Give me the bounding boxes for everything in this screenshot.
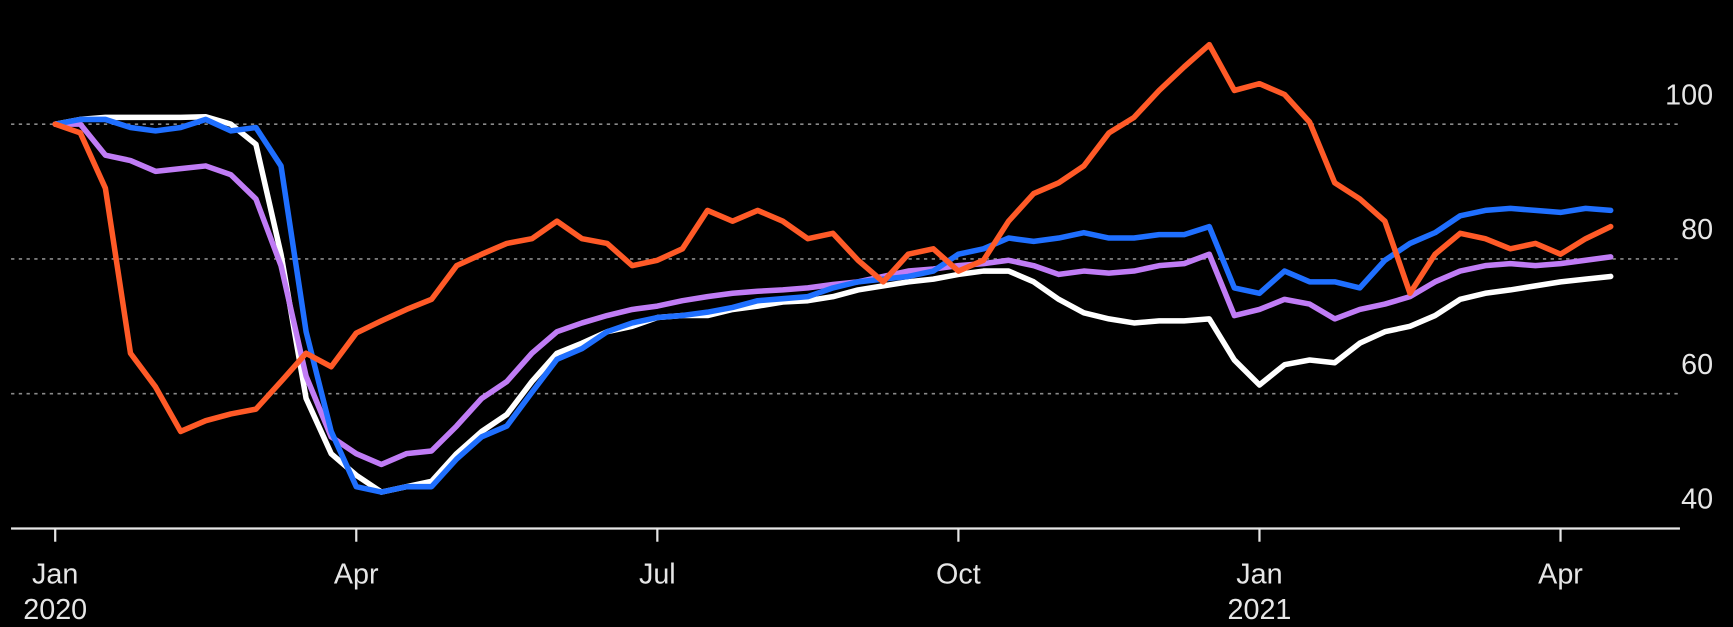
x-tick-label: Apr xyxy=(1538,559,1583,591)
y-tick-label: 80 xyxy=(1681,214,1713,246)
x-tick-label: Jan xyxy=(1236,559,1282,591)
x-tick-label: Oct xyxy=(936,559,981,591)
x-tick-year: 2020 xyxy=(23,594,87,626)
series-line xyxy=(52,116,1614,495)
y-tick-label: 100 xyxy=(1665,79,1713,111)
y-tick-label: 60 xyxy=(1681,349,1713,381)
x-tick-label: Apr xyxy=(334,559,379,591)
series-line xyxy=(52,41,1614,435)
y-tick-label: 40 xyxy=(1681,484,1713,516)
x-tick-label: Jul xyxy=(639,559,676,591)
series-line xyxy=(52,113,1614,495)
x-tick-year: 2021 xyxy=(1228,594,1292,626)
series-line xyxy=(52,121,1614,468)
x-tick-label: Jan xyxy=(32,559,78,591)
